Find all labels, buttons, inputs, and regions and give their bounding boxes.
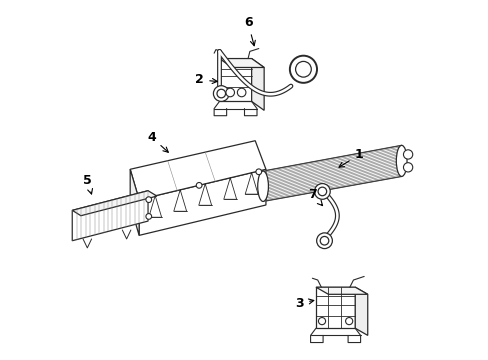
Circle shape — [403, 150, 412, 159]
Circle shape — [316, 233, 332, 249]
Polygon shape — [354, 287, 367, 336]
Polygon shape — [315, 287, 367, 294]
Text: 3: 3 — [295, 297, 313, 310]
Circle shape — [295, 62, 311, 77]
Circle shape — [225, 88, 234, 97]
Circle shape — [317, 187, 326, 196]
Polygon shape — [72, 191, 157, 216]
Text: 7: 7 — [307, 188, 322, 206]
Text: 6: 6 — [243, 16, 255, 46]
Polygon shape — [219, 59, 264, 67]
Circle shape — [213, 86, 229, 102]
Polygon shape — [130, 141, 265, 200]
Circle shape — [289, 56, 316, 83]
Circle shape — [196, 183, 202, 188]
Text: 2: 2 — [195, 73, 217, 86]
Text: 1: 1 — [338, 148, 363, 167]
Polygon shape — [315, 287, 354, 328]
Text: 5: 5 — [83, 174, 92, 194]
Circle shape — [320, 237, 328, 245]
Polygon shape — [251, 59, 264, 111]
Circle shape — [217, 89, 225, 98]
Ellipse shape — [395, 145, 406, 176]
Text: 4: 4 — [147, 131, 168, 152]
Circle shape — [314, 184, 329, 199]
Polygon shape — [72, 191, 148, 241]
Circle shape — [237, 88, 245, 97]
Circle shape — [145, 197, 151, 203]
Circle shape — [403, 163, 412, 172]
Polygon shape — [263, 145, 401, 202]
Circle shape — [318, 318, 325, 325]
Polygon shape — [219, 59, 251, 102]
Circle shape — [145, 213, 151, 219]
Polygon shape — [139, 169, 265, 235]
Polygon shape — [130, 169, 139, 235]
Ellipse shape — [257, 171, 268, 202]
Circle shape — [255, 169, 261, 175]
Circle shape — [345, 318, 352, 325]
